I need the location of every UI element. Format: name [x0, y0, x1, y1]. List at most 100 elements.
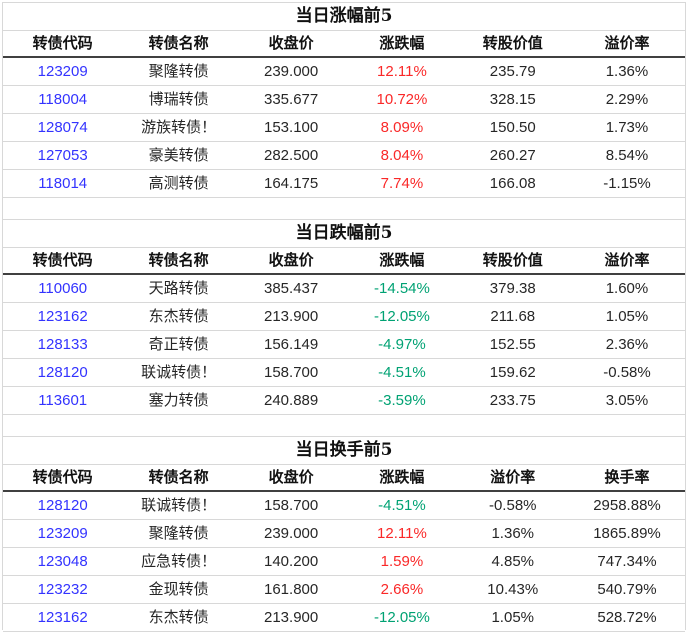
bond-name: 聚隆转债 [148, 63, 209, 80]
bond-code-link[interactable]: 123162 [37, 308, 88, 325]
table-body: 123209 聚隆转债 239.000 12.11% 235.79 1.36% … [3, 58, 685, 198]
table-row: 128120 联诚转债！ 158.700 -4.51% -0.58% 2958.… [3, 492, 685, 520]
table-row: 118004 博瑞转债 335.677 10.72% 328.15 2.29% [3, 86, 685, 114]
column-header-code: 转债代码 [32, 252, 93, 269]
value-col-6: 540.79% [597, 581, 657, 598]
bond-name: 豪美转债 [148, 147, 209, 164]
bond-code-link[interactable]: 128120 [37, 497, 88, 514]
value-col-6: -0.58% [603, 364, 651, 381]
bond-name: 东杰转债 [148, 609, 209, 626]
table-spacer [3, 415, 685, 436]
column-header-code: 转债代码 [32, 35, 93, 52]
value-col-6: 1.73% [605, 119, 649, 136]
value-col-6: 747.34% [597, 553, 657, 570]
bond-code-link[interactable]: 128074 [37, 119, 88, 136]
column-header-change: 涨跌幅 [379, 469, 425, 486]
value-col-6: -1.15% [603, 175, 651, 192]
change-percent: -12.05% [373, 609, 430, 626]
column-header-premium: 溢价率 [604, 35, 650, 52]
bond-code-link[interactable]: 110060 [38, 280, 88, 297]
change-percent: -4.51% [378, 364, 426, 381]
value-col-5: 1.36% [491, 525, 535, 542]
value-col-5: 379.38 [489, 280, 536, 297]
table-row: 123232 金现转债 161.800 2.66% 10.43% 540.79% [3, 576, 685, 604]
bond-code-link[interactable]: 123048 [37, 553, 88, 570]
change-percent: 8.09% [380, 119, 424, 136]
value-col-6: 1.36% [605, 63, 649, 80]
value-col-5: -0.58% [488, 497, 537, 514]
bond-name: 游族转债！ [141, 119, 217, 136]
column-header-code: 转债代码 [32, 469, 93, 486]
value-col-6: 2958.88% [593, 497, 661, 514]
bond-code-link[interactable]: 123209 [37, 63, 88, 80]
bond-name: 高测转债 [148, 175, 209, 192]
change-percent: 12.11% [377, 63, 427, 80]
value-col-6: 528.72% [597, 609, 657, 626]
bond-code-link[interactable]: 123162 [37, 609, 88, 626]
table-body: 110060 天路转债 385.437 -14.54% 379.38 1.60%… [3, 275, 685, 415]
column-header-close: 收盘价 [268, 35, 314, 52]
value-col-6: 8.54% [605, 147, 649, 164]
value-col-5: 152.55 [489, 336, 536, 353]
close-price: 158.700 [264, 497, 319, 514]
close-price: 156.149 [264, 336, 319, 353]
close-price: 239.000 [264, 63, 319, 80]
close-price: 140.200 [264, 553, 319, 570]
change-percent: -4.97% [378, 336, 426, 353]
bond-code-link[interactable]: 128133 [37, 336, 88, 353]
table-row: 128074 游族转债！ 153.100 8.09% 150.50 1.73% [3, 114, 685, 142]
bond-name: 塞力转债 [148, 392, 209, 409]
close-price: 161.800 [264, 581, 319, 598]
table-row: 113601 塞力转债 240.889 -3.59% 233.75 3.05% [3, 387, 685, 415]
bond-code-link[interactable]: 128120 [37, 364, 88, 381]
bond-name: 联诚转债！ [141, 497, 217, 514]
table-row: 123048 应急转债！ 140.200 1.59% 4.85% 747.34% [3, 548, 685, 576]
column-header-premium: 溢价率 [490, 469, 536, 486]
bond-code-link[interactable]: 123209 [37, 525, 88, 542]
value-col-5: 150.50 [489, 119, 536, 136]
table-row: 123209 聚隆转债 239.000 12.11% 1.36% 1865.89… [3, 520, 685, 548]
value-col-5: 159.62 [489, 364, 536, 381]
table-top-turnover: 当日换手前5 转债代码 转债名称 收盘价 涨跌幅 溢价率 换手率 128120 … [3, 436, 685, 632]
value-col-6: 1.05% [605, 308, 649, 325]
value-col-6: 1.60% [605, 280, 649, 297]
close-price: 213.900 [264, 609, 319, 626]
bond-code-link[interactable]: 118014 [38, 175, 88, 192]
value-col-5: 260.27 [489, 147, 536, 164]
bond-name: 奇正转债 [148, 336, 209, 353]
change-percent: -4.51% [378, 497, 426, 514]
column-header-conversion-value: 转股价值 [482, 35, 543, 52]
bond-code-link[interactable]: 118004 [38, 91, 88, 108]
change-percent: -3.59% [378, 392, 426, 409]
bond-code-link[interactable]: 127053 [37, 147, 88, 164]
table-top-losers: 当日跌幅前5 转债代码 转债名称 收盘价 涨跌幅 转股价值 溢价率 110060… [3, 219, 685, 415]
header-row: 转债代码 转债名称 收盘价 涨跌幅 溢价率 换手率 [3, 465, 685, 492]
value-col-6: 1865.89% [593, 525, 661, 542]
bond-name: 联诚转债！ [141, 364, 217, 381]
close-price: 385.437 [264, 280, 319, 297]
column-header-turnover: 换手率 [604, 469, 650, 486]
table-title: 当日涨幅前5 [3, 2, 685, 31]
close-price: 164.175 [264, 175, 319, 192]
column-header-name: 转债名称 [148, 35, 209, 52]
bond-code-link[interactable]: 123232 [37, 581, 88, 598]
change-percent: -12.05% [373, 308, 430, 325]
column-header-name: 转债名称 [148, 469, 209, 486]
table-row: 118014 高测转债 164.175 7.74% 166.08 -1.15% [3, 170, 685, 198]
column-header-close: 收盘价 [268, 252, 314, 269]
value-col-6: 2.29% [605, 91, 649, 108]
value-col-6: 3.05% [605, 392, 649, 409]
bond-code-link[interactable]: 113601 [38, 392, 88, 409]
bond-name: 天路转债 [148, 280, 209, 297]
table-row: 123162 东杰转债 213.900 -12.05% 1.05% 528.72… [3, 604, 685, 632]
column-header-premium: 溢价率 [604, 252, 650, 269]
bond-name: 东杰转债 [148, 308, 209, 325]
table-row: 128120 联诚转债！ 158.700 -4.51% 159.62 -0.58… [3, 359, 685, 387]
change-percent: 8.04% [380, 147, 424, 164]
table-body: 128120 联诚转债！ 158.700 -4.51% -0.58% 2958.… [3, 492, 685, 632]
table-row: 123209 聚隆转债 239.000 12.11% 235.79 1.36% [3, 58, 685, 86]
bond-name: 博瑞转债 [148, 91, 209, 108]
change-percent: 1.59% [380, 553, 424, 570]
value-col-6: 2.36% [605, 336, 649, 353]
column-header-conversion-value: 转股价值 [482, 252, 543, 269]
